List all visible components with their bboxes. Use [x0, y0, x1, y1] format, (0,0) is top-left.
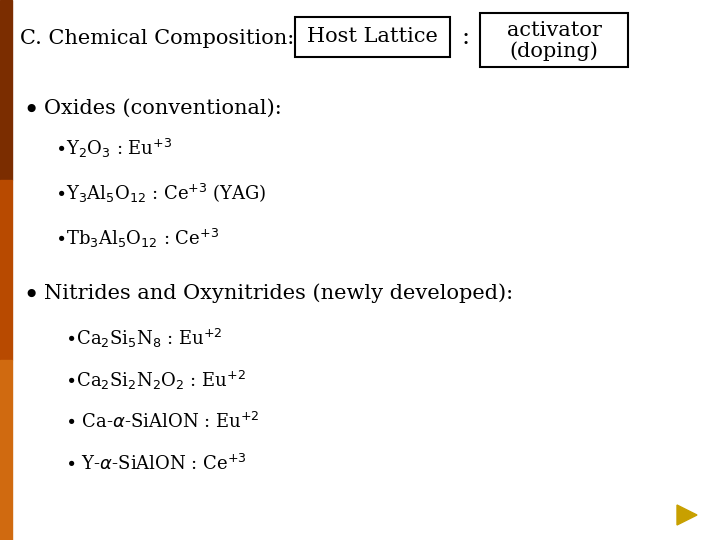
Text: Nitrides and Oxynitrides (newly developed):: Nitrides and Oxynitrides (newly develope… — [44, 283, 513, 303]
Text: $\bullet$Tb$_3$Al$_5$O$_{12}$ : Ce$^{+3}$: $\bullet$Tb$_3$Al$_5$O$_{12}$ : Ce$^{+3}… — [55, 226, 219, 249]
Bar — [0, 360, 12, 540]
Text: :: : — [461, 26, 469, 50]
Text: $\bullet$Y$_3$Al$_5$O$_{12}$ : Ce$^{+3}$ (YAG): $\bullet$Y$_3$Al$_5$O$_{12}$ : Ce$^{+3}$… — [55, 181, 266, 205]
Text: C. Chemical Composition:: C. Chemical Composition: — [20, 29, 294, 48]
Bar — [0, 0, 12, 180]
Text: $\bullet$ Y-$\alpha$-SiAlON : Ce$^{+3}$: $\bullet$ Y-$\alpha$-SiAlON : Ce$^{+3}$ — [65, 454, 247, 474]
Text: $\bullet$Ca$_2$Si$_5$N$_8$ : Eu$^{+2}$: $\bullet$Ca$_2$Si$_5$N$_8$ : Eu$^{+2}$ — [65, 327, 222, 349]
Text: Oxides (conventional):: Oxides (conventional): — [44, 98, 282, 118]
Bar — [480, 13, 628, 67]
Text: Host Lattice: Host Lattice — [307, 28, 438, 46]
Bar — [0, 180, 12, 360]
Bar — [295, 17, 450, 57]
Text: (doping): (doping) — [510, 41, 598, 61]
Polygon shape — [677, 505, 697, 525]
Text: activator: activator — [507, 22, 601, 40]
Text: $\bullet$Y$_2$O$_3$ : Eu$^{+3}$: $\bullet$Y$_2$O$_3$ : Eu$^{+3}$ — [55, 137, 172, 159]
Text: $\bullet$ Ca-$\alpha$-SiAlON : Eu$^{+2}$: $\bullet$ Ca-$\alpha$-SiAlON : Eu$^{+2}$ — [65, 412, 260, 432]
Text: $\bullet$Ca$_2$Si$_2$N$_2$O$_2$ : Eu$^{+2}$: $\bullet$Ca$_2$Si$_2$N$_2$O$_2$ : Eu$^{+… — [65, 368, 246, 392]
Text: $\bullet$: $\bullet$ — [22, 279, 37, 307]
Text: $\bullet$: $\bullet$ — [22, 94, 37, 122]
